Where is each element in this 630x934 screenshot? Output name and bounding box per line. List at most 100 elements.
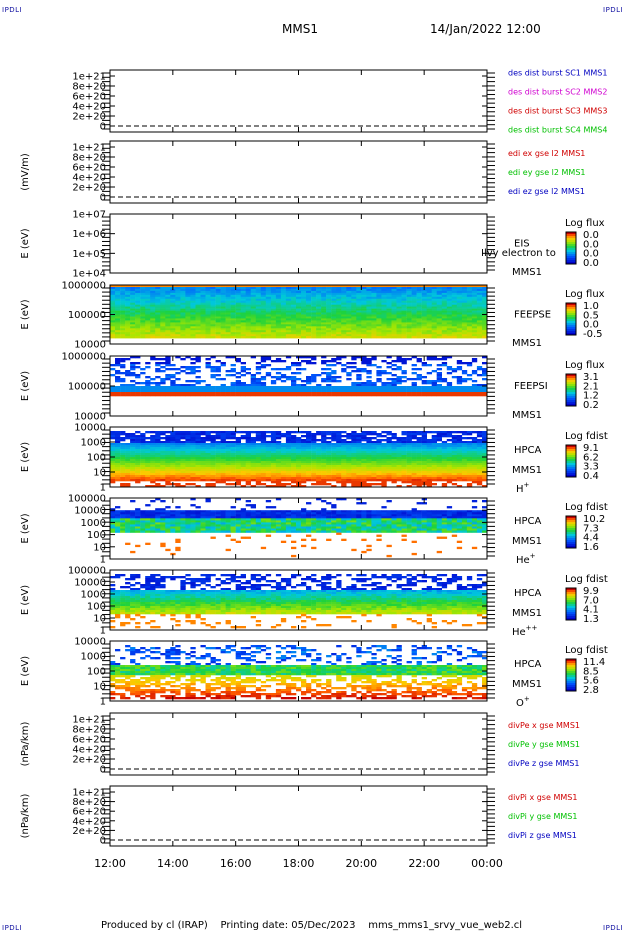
spectrogram-cell (190, 443, 196, 446)
spectrogram-cell (270, 328, 277, 331)
spectrogram-cell (316, 463, 322, 466)
spectrogram-cell (381, 455, 387, 458)
spectrogram-cell (296, 378, 302, 381)
spectrogram-cell (125, 483, 131, 486)
spectrogram-cell (411, 445, 417, 448)
spectrogram-cell (371, 455, 377, 458)
spectrogram-cell (160, 320, 166, 323)
spectrogram-cell (270, 467, 277, 470)
spectrogram-cell (240, 384, 246, 387)
spectrogram-cell (255, 320, 262, 323)
spectrogram-cell (391, 302, 397, 305)
spectrogram-cell (270, 394, 277, 397)
spectrogram-cell (145, 431, 151, 434)
spectrogram-cell (175, 290, 181, 294)
spectrogram-cell (421, 455, 427, 458)
spectrogram-cell (391, 298, 397, 302)
spectrogram-cell (145, 326, 151, 329)
spectrogram-cell (291, 465, 297, 468)
spectrogram-cell (406, 471, 412, 474)
spectrogram-cell (351, 443, 357, 446)
spectrogram-cell (482, 328, 488, 331)
spectrogram-cell (396, 288, 402, 292)
spectrogram-cell (180, 306, 186, 309)
spectrogram-cell (130, 334, 136, 337)
spectrogram-cell (391, 316, 397, 319)
spectrogram-cell (140, 451, 146, 454)
spectrogram-cell (110, 298, 116, 302)
spectrogram-cell (391, 386, 397, 389)
spectrogram-cell (175, 332, 181, 335)
spectrogram-cell (145, 298, 151, 302)
spectrogram-cell (381, 483, 387, 486)
spectrogram-cell (321, 290, 327, 294)
spectrogram-cell (336, 459, 342, 462)
spectrogram-cell (135, 366, 141, 369)
spectrogram-cell (225, 435, 231, 438)
spectrogram-cell (235, 316, 241, 319)
spectrogram-cell (250, 334, 256, 337)
spectrogram-cell (306, 285, 312, 288)
spectrogram-cell (155, 314, 161, 317)
spectrogram-cell (165, 378, 171, 381)
spectrogram-cell (336, 443, 342, 446)
spectrogram-cell (275, 372, 282, 375)
spectrogram-cell (311, 332, 317, 335)
spectrogram-cell (125, 437, 131, 440)
spectrogram-cell (200, 465, 206, 468)
spectrogram-cell (321, 324, 327, 327)
spectrogram-cell (461, 300, 468, 303)
spectrogram-cell (331, 477, 337, 480)
spectrogram-cell (421, 288, 427, 292)
spectrogram-cell (260, 302, 267, 305)
spectrogram-cell (396, 471, 402, 474)
spectrogram-cell (250, 437, 256, 440)
spectrogram-cell (220, 298, 226, 302)
spectrogram-cell (396, 332, 402, 335)
spectrogram-cell (255, 390, 262, 393)
spectrogram-cell (130, 449, 136, 452)
spectrogram-cell (406, 447, 412, 450)
spectrogram-cell (386, 300, 392, 303)
spectrogram-cell (311, 453, 317, 456)
spectrogram-cell (361, 312, 367, 315)
spectrogram-cell (446, 290, 453, 294)
spectrogram-cell (260, 449, 267, 452)
spectrogram-cell (280, 455, 287, 458)
spectrogram-cell (125, 287, 131, 290)
spectrogram-cell (441, 473, 448, 476)
legend-entry: des dist burst SC1 MMS1 (508, 69, 607, 78)
spectrogram-cell (421, 326, 427, 329)
spectrogram-cell (195, 441, 201, 444)
spectrogram-cell (316, 306, 322, 309)
spectrogram-cell (341, 467, 347, 470)
spectrogram-cell (461, 322, 468, 325)
colorbar-tick-label: 0.0 (583, 320, 599, 331)
spectrogram-cell (150, 457, 156, 460)
spectrogram-cell (301, 296, 307, 300)
spectrogram-cell (195, 320, 201, 323)
spectrogram-cell (160, 302, 166, 305)
spectrogram-cell (306, 324, 312, 327)
spectrogram-cell (185, 483, 191, 486)
spectrogram-cell (431, 302, 437, 305)
spectrogram-cell (240, 292, 246, 296)
spectrogram-cell (482, 378, 488, 381)
corner-label-top-left: IPDLI (2, 6, 23, 14)
spectrogram-cell (110, 330, 116, 333)
spectrogram-cell (371, 318, 377, 321)
spectrogram-cell (285, 290, 292, 294)
spectrogram-cell (185, 459, 191, 462)
spectrogram-cell (441, 294, 448, 298)
spectrogram-cell (301, 475, 307, 478)
spectrogram-cell (220, 378, 226, 381)
spectrogram-cell (466, 320, 473, 323)
spectrogram-cell (291, 477, 297, 480)
y-tick-label: 6e+20 (72, 92, 106, 103)
spectrogram-cell (125, 390, 131, 393)
spectrogram-cell (301, 447, 307, 450)
spectrogram-cell (190, 441, 196, 444)
spectrogram-cell (391, 326, 397, 329)
spectrogram-cell (446, 433, 453, 436)
